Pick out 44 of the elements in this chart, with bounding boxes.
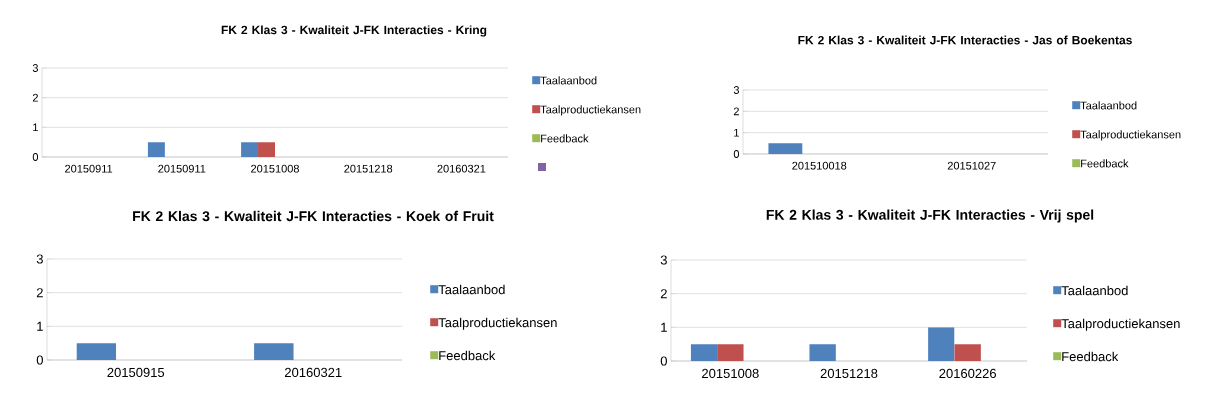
x-tick-label: 20151218 (344, 164, 393, 173)
chart-title: FK 2 Klas 3 - Kwaliteit J-FK Interacties - Jas of Boekentas (798, 35, 1132, 45)
legend-label: Feedback (1081, 159, 1129, 168)
y-tick-label: 3 (32, 64, 38, 72)
legend-label: Taalproductiekansen (540, 105, 641, 116)
y-tick-label: 2 (660, 289, 667, 299)
y-tick-label: 1 (734, 128, 739, 137)
y-tick-label: 3 (660, 255, 667, 265)
legend-label: Feedback (1062, 351, 1119, 362)
x-tick-label: 20151008 (251, 164, 299, 173)
x-tick-label: 20160321 (437, 164, 486, 173)
legend-label: Feedback (541, 134, 589, 143)
x-tick-label: 20150911 (158, 164, 206, 173)
y-tick-label: 0 (36, 355, 43, 365)
x-tick-label: 20160226 (939, 368, 997, 378)
y-tick-label: 3 (36, 254, 43, 264)
x-tick-label: 20150911 (65, 164, 113, 173)
y-tick-label: 1 (661, 322, 667, 332)
x-tick-label: 20151027 (947, 161, 996, 170)
x-tick-label: 20151008 (702, 368, 759, 378)
chart-title: FK 2 Klas 3 - Kwaliteit J-FK Interacties - Kring (221, 25, 487, 37)
x-tick-label: 20151218 (820, 368, 878, 378)
y-tick-label: 2 (32, 93, 38, 102)
x-tick-label: 20150915 (107, 367, 165, 377)
x-tick-label: 20160321 (285, 367, 342, 377)
y-tick-label: 0 (660, 356, 667, 366)
y-tick-label: 2 (36, 288, 43, 298)
legend-label: Taalaanbod (540, 76, 597, 85)
y-tick-label: 2 (733, 107, 739, 116)
legend-label: Taalaanbod (1061, 285, 1128, 296)
legend-label: Taalproductiekansen (1061, 318, 1180, 331)
legend-label: Taalaanbod (438, 284, 505, 295)
legend-label: Taalproductiekansen (1080, 130, 1181, 141)
chart-title: FK 2 Klas 3 - Kwaliteit J-FK Interacties - Koek of Fruit (133, 210, 494, 222)
chart-title: FK 2 Klas 3 - Kwaliteit J-FK Interacties - Vrij spel (766, 209, 1094, 223)
x-tick-label: 201510018 (792, 161, 847, 170)
y-tick-label: 1 (33, 123, 38, 132)
legend-label: Feedback (439, 350, 496, 361)
y-tick-label: 3 (733, 86, 739, 94)
y-tick-label: 0 (733, 150, 740, 158)
legend-label: Taalproductiekansen (438, 317, 557, 330)
y-tick-label: 1 (37, 321, 43, 331)
legend-label: Taalaanbod (1080, 101, 1137, 110)
y-tick-label: 0 (32, 153, 39, 161)
